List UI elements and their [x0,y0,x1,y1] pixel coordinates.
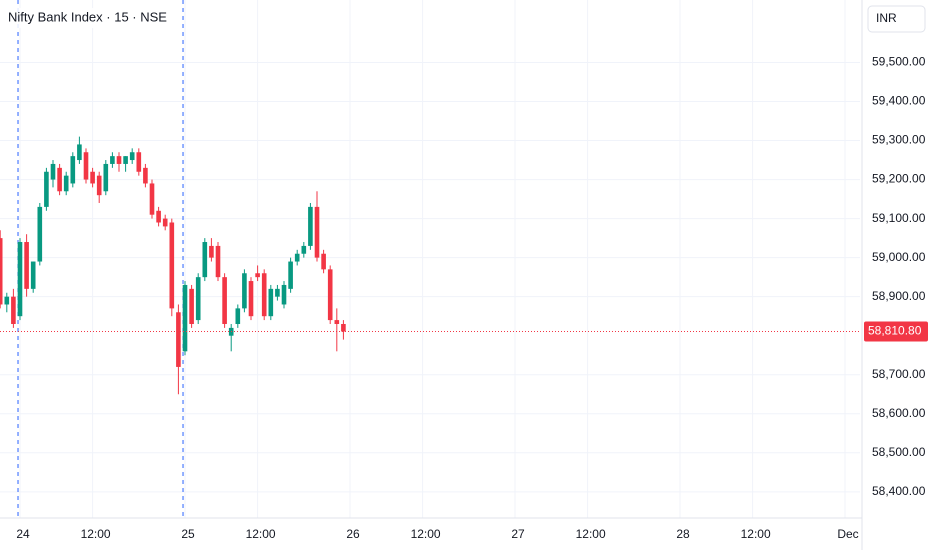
candle-body [0,238,3,305]
candle-body [288,261,293,289]
y-tick-label: 59,300.00 [872,133,926,147]
y-tick-label: 58,600.00 [872,406,926,420]
x-tick-label: Dec [837,527,858,541]
candle-body [176,312,181,367]
candle-body [189,288,194,324]
candle-body [162,218,168,227]
candle-body [110,156,115,164]
x-tick-label: 28 [676,527,690,541]
candle-body [341,323,346,332]
candle-body [143,167,148,184]
candle-body [235,308,241,324]
candle-body [70,156,76,184]
y-tick-label: 59,100.00 [872,211,926,225]
currency-label[interactable]: INR [876,11,897,25]
grid [0,0,860,518]
candle-body [30,261,36,289]
candle-body [116,156,122,164]
candle-body [103,163,109,192]
candle-body [44,171,49,207]
x-tick-label: 12:00 [246,527,276,541]
axes: 58,400.00 58,500.00 58,600.00 58,700.00 58,9… [16,55,928,541]
candle-body [248,281,254,317]
candle-body [334,320,340,324]
candle-body [37,206,43,262]
candle-body [57,167,62,192]
candle-body [255,273,260,278]
candle-body [314,206,320,258]
candle-body [202,242,208,278]
candle-body [209,245,214,258]
candle-body [242,273,247,309]
candle-body [321,253,326,270]
candle-body [50,163,56,180]
last-price-label: 58,810.80 [868,324,922,338]
candle-body [123,156,128,164]
candle-body [136,152,142,172]
y-tick-label: 59,500.00 [872,55,926,69]
last-price-tag [864,321,928,342]
candle-body [182,284,188,352]
y-tick-label: 59,000.00 [872,250,926,264]
candle-body [195,277,201,321]
candle-body [294,253,300,262]
candle-body [169,222,175,309]
chart-title: Nifty Bank Index · 15 · NSE [8,9,167,24]
currency-button[interactable] [867,5,926,33]
candle-body [149,183,155,215]
x-tick-label: 12:00 [411,527,441,541]
x-tick-label: 12:00 [81,527,111,541]
candle-body [275,288,280,297]
candle-body [90,171,95,184]
x-tick-label: 12:00 [741,527,771,541]
x-tick-label: 24 [16,527,30,541]
candle-body [222,277,227,324]
x-tick-label: 26 [346,527,360,541]
candle-body [77,144,82,161]
y-tick-label: 58,900.00 [872,289,926,303]
y-tick-label: 59,400.00 [872,94,926,108]
candle-body [327,269,333,321]
x-tick-label: 27 [511,527,525,541]
candle-body [261,273,267,317]
candle-body [281,284,287,305]
y-tick-label: 58,500.00 [872,445,926,459]
candle-body [301,245,307,254]
candle-body [129,152,135,161]
y-tick-label: 58,400.00 [872,484,926,498]
title-bg [4,8,164,28]
candle-body [156,210,161,223]
candle-body [268,288,274,317]
candle-body [24,242,29,289]
candle-body [63,175,69,192]
y-tick-label: 58,700.00 [872,367,926,381]
candle-body [17,242,23,317]
candle-body [215,245,221,278]
candle-body [4,296,10,305]
candle-body [83,152,89,180]
plot [0,136,860,395]
y-tick-label: 59,200.00 [872,172,926,186]
x-tick-label: 12:00 [576,527,606,541]
candle-body [96,175,102,196]
candle-body [308,206,313,246]
candle-body [11,296,16,324]
x-tick-label: 25 [181,527,195,541]
